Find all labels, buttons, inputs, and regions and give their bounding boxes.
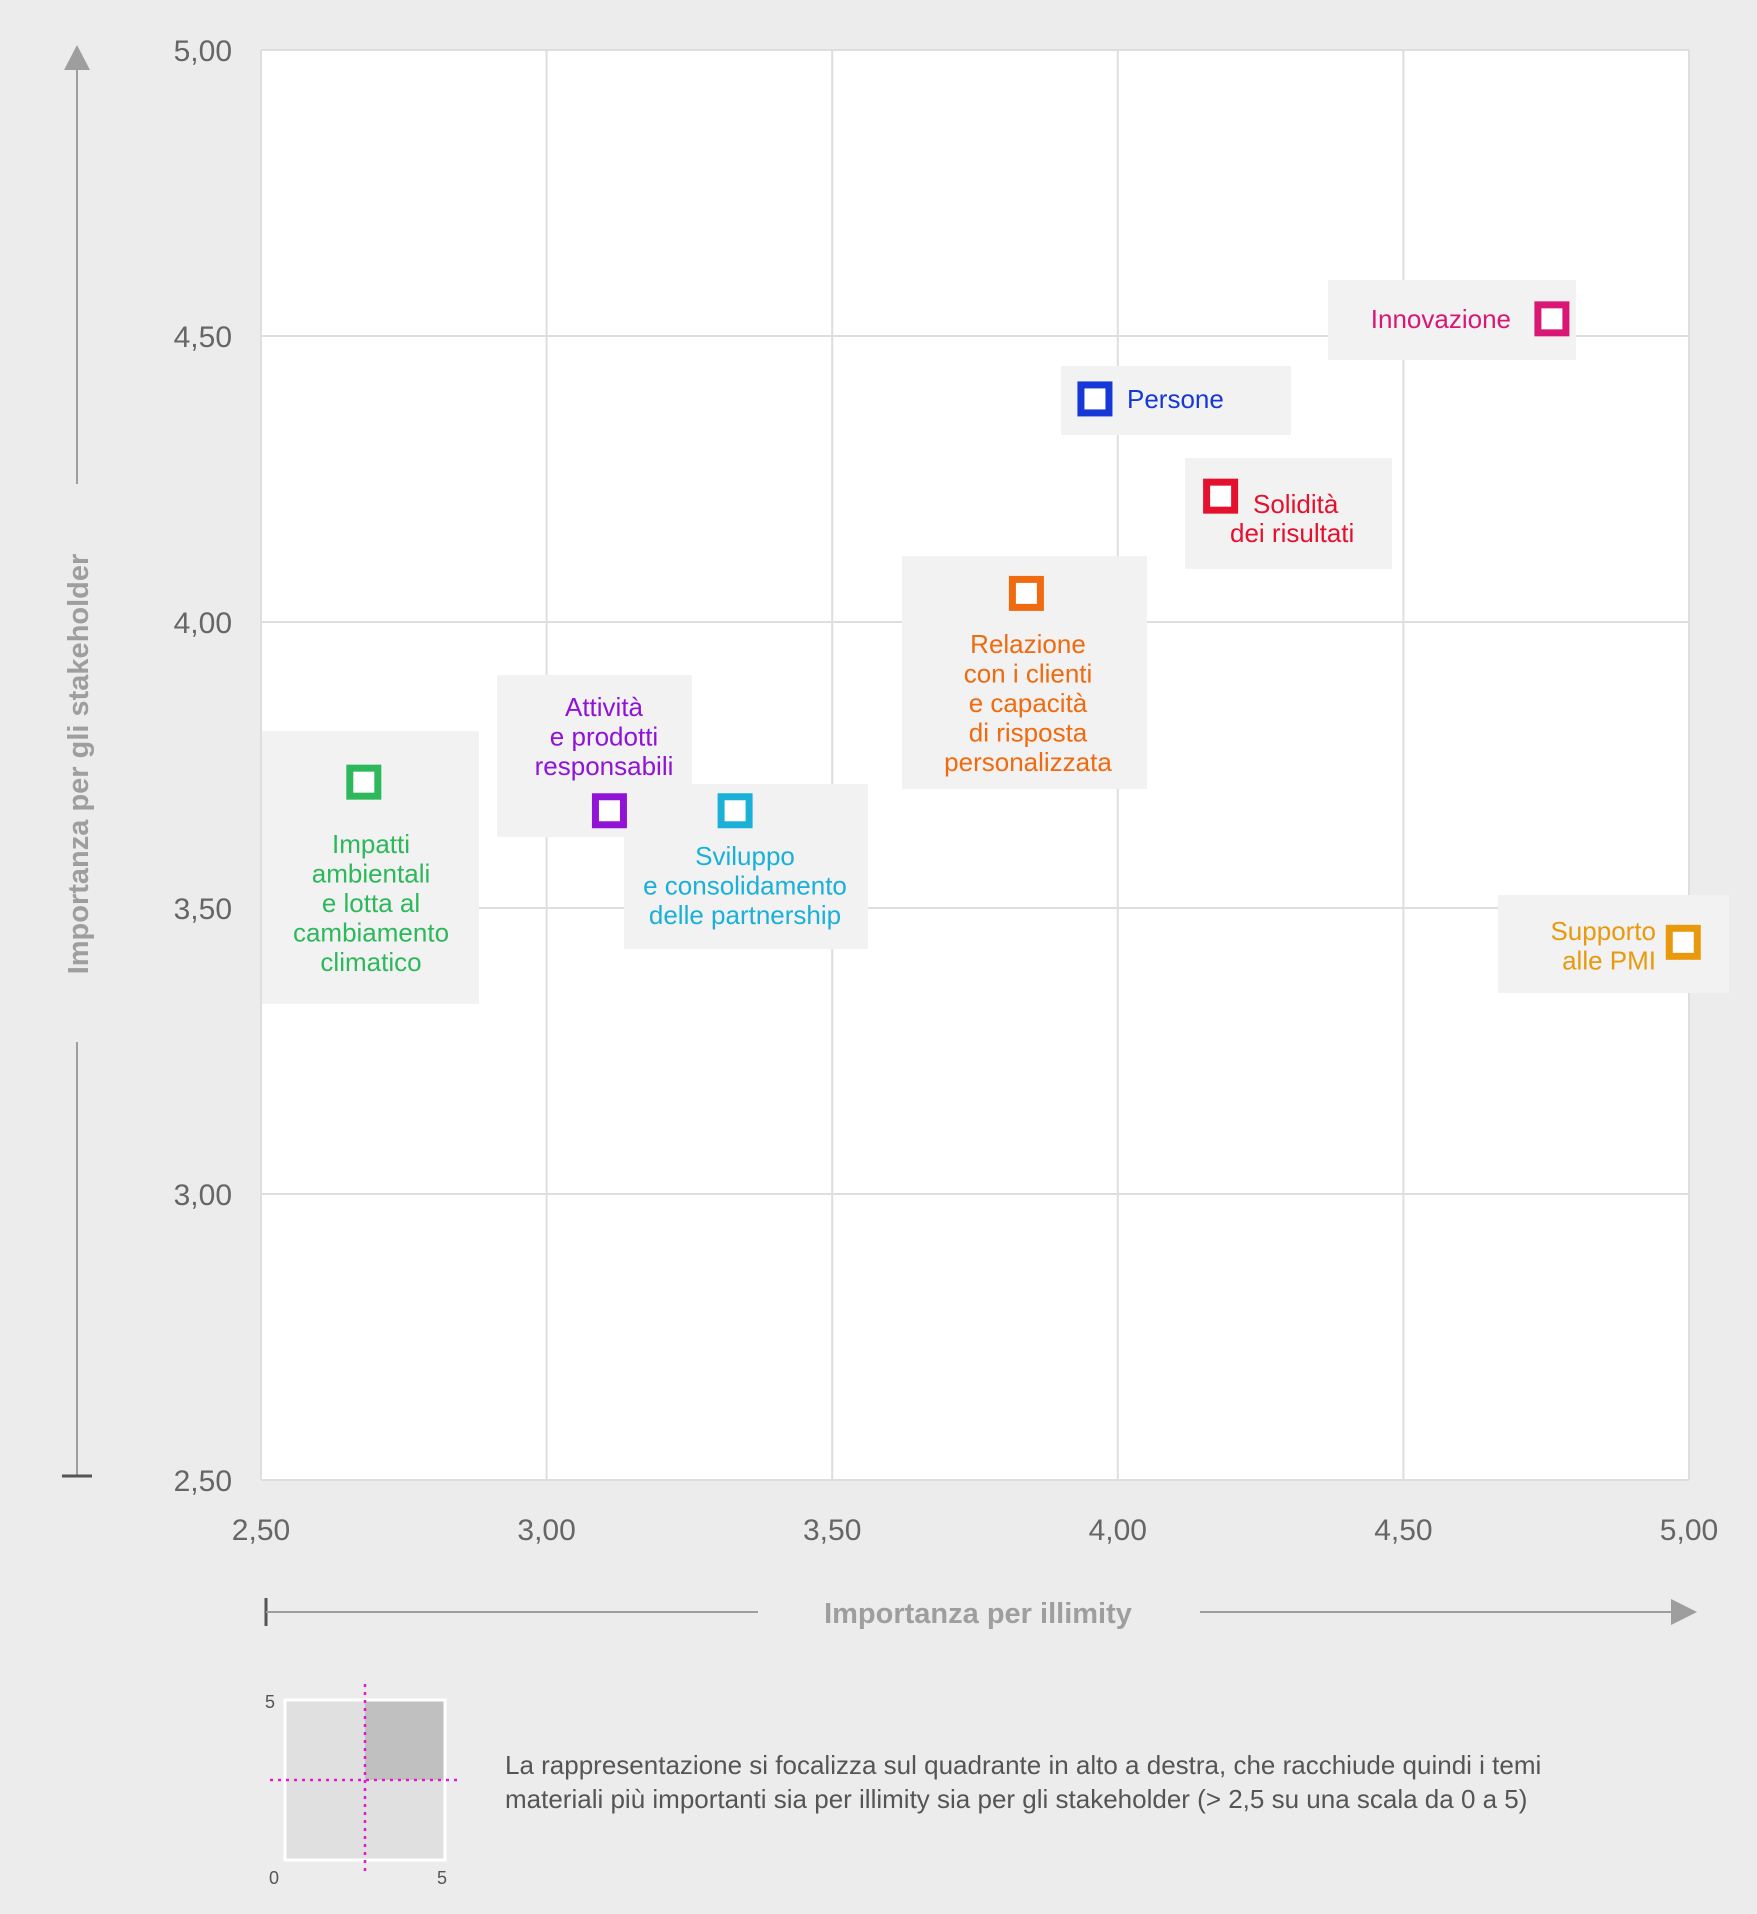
label-boxes [262, 280, 1729, 1004]
data-label-impatti: climatico [320, 947, 421, 977]
data-label-supporto: Supporto [1550, 916, 1656, 946]
data-label-attivita: Attività [565, 692, 644, 722]
data-label-relazione: con i clienti [964, 659, 1093, 689]
data-label-relazione: personalizzata [944, 747, 1112, 777]
y-tick-label: 2,50 [174, 1465, 232, 1498]
legend-description-line-1: La rappresentazione si focalizza sul qua… [505, 1750, 1542, 1780]
data-point-impatti [346, 764, 382, 800]
x-tick-label: 2,50 [232, 1514, 290, 1547]
data-label-supporto: alle PMI [1562, 946, 1656, 976]
x-tick-label: 3,50 [803, 1514, 861, 1547]
legend-diagram: 5 0 5 [265, 1684, 460, 1888]
legend-quadrant-top-right [365, 1700, 445, 1780]
data-label-solidita: Solidità [1253, 489, 1339, 519]
y-tick-labels: 2,50 3,00 3,50 4,00 4,50 5,00 [174, 35, 232, 1498]
data-label-impatti: cambiamento [293, 918, 449, 948]
data-label-sviluppo: delle partnership [649, 900, 841, 930]
data-point-sviluppo [717, 793, 753, 829]
x-tick-label: 3,00 [517, 1514, 575, 1547]
data-label-impatti: e lotta al [322, 888, 420, 918]
data-points [346, 301, 1701, 960]
x-axis-arrowhead [1671, 1599, 1697, 1625]
x-tick-label: 4,00 [1089, 1514, 1147, 1547]
data-point-attivita [591, 793, 627, 829]
data-label-impatti: Impatti [332, 829, 410, 859]
data-label-relazione: e capacità [969, 688, 1088, 718]
data-label-sviluppo: Sviluppo [695, 841, 795, 871]
data-label-solidita: dei risultati [1230, 518, 1354, 548]
y-tick-label: 3,00 [174, 1179, 232, 1212]
x-tick-labels: 2,50 3,00 3,50 4,00 4,50 5,00 [232, 1514, 1718, 1547]
data-label-attivita: responsabili [535, 751, 674, 781]
y-tick-label: 4,50 [174, 321, 232, 354]
y-axis-arrowhead [64, 45, 90, 70]
legend-y-max-label: 5 [265, 1692, 275, 1712]
y-tick-label: 5,00 [174, 35, 232, 68]
data-point-supporto [1665, 924, 1701, 960]
data-label-attivita: e prodotti [550, 722, 658, 752]
x-tick-label: 5,00 [1660, 1514, 1718, 1547]
data-label-sviluppo: e consolidamento [643, 871, 847, 901]
legend-description-line-2: materiali più importanti sia per illimit… [505, 1784, 1528, 1814]
legend-origin-label: 0 [269, 1868, 279, 1888]
data-point-relazione [1008, 575, 1044, 611]
data-label-innovazione: Innovazione [1371, 304, 1511, 334]
y-tick-label: 3,50 [174, 893, 232, 926]
data-label-persone: Persone [1127, 384, 1224, 414]
x-tick-label: 4,50 [1374, 1514, 1432, 1547]
data-point-persone [1077, 381, 1113, 417]
y-tick-label: 4,00 [174, 607, 232, 640]
data-label-relazione: Relazione [970, 629, 1086, 659]
x-axis-title: Importanza per illimity [824, 1598, 1132, 1630]
legend-description: La rappresentazione si focalizza sul qua… [505, 1748, 1745, 1816]
data-point-solidita [1203, 478, 1239, 514]
y-axis-title: Importanza per gli stakeholder [63, 554, 95, 975]
data-label-impatti: ambientali [312, 859, 431, 889]
legend-x-max-label: 5 [437, 1868, 447, 1888]
data-point-innovazione [1534, 301, 1570, 337]
data-label-relazione: di risposta [969, 718, 1088, 748]
